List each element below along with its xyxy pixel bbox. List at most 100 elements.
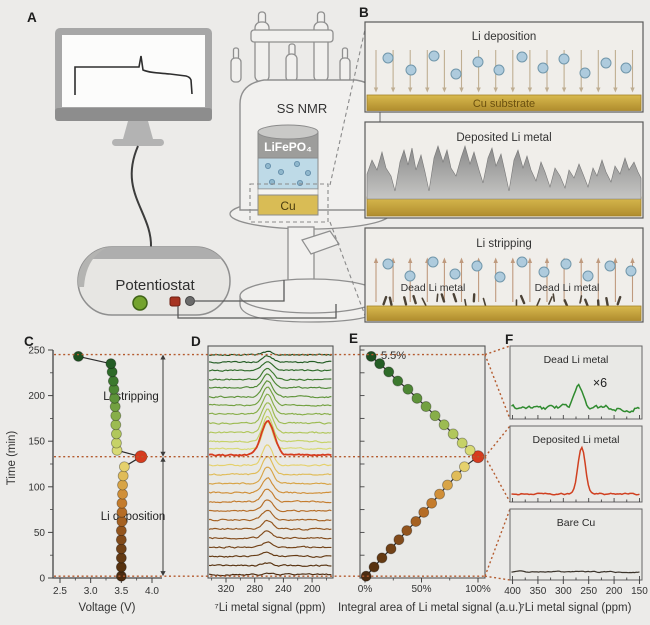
dead-li-fragment	[412, 294, 417, 305]
b-deposited-box: Deposited Li metal	[364, 121, 644, 219]
up-arrowhead-icon	[459, 257, 464, 263]
e-data-point	[451, 470, 462, 482]
connector-knob[interactable]	[185, 296, 195, 306]
nmr-probe: SS NMR LiFePO₄ Cu	[229, 11, 391, 323]
down-arrowhead-icon	[579, 87, 584, 93]
stripping-li-ions	[382, 256, 637, 283]
nmr-spectrum-line	[209, 419, 332, 457]
f-subpanel-title: Dead Li metal	[544, 354, 609, 366]
e-data-point	[410, 516, 422, 527]
power-button[interactable]	[132, 295, 148, 311]
c-data-point	[116, 497, 128, 509]
monitor-screen	[62, 35, 205, 107]
c-data-point	[109, 392, 120, 404]
panel-b-schematics: Li deposition Cu substrate Deposited Li …	[364, 21, 644, 323]
c-data-point	[107, 375, 119, 387]
e-data-point	[434, 488, 445, 500]
f-spectrum-line	[511, 570, 640, 574]
nmr-spectrum-line	[209, 408, 332, 434]
c-data-point	[72, 350, 84, 362]
nmr-pedestal	[287, 226, 315, 282]
monitor-stand	[123, 121, 153, 139]
e-data-point	[393, 534, 405, 546]
li-ion	[382, 52, 394, 64]
li-ion	[560, 258, 572, 270]
up-arrowhead-icon	[630, 257, 635, 263]
e-data-point	[464, 444, 476, 456]
e-data-point	[392, 375, 404, 387]
nmr-spectra-stack	[209, 350, 332, 577]
nmr-spectrum-line	[209, 355, 332, 364]
c-ytick-label: 250	[28, 346, 45, 357]
c-data-point	[115, 534, 127, 546]
dead-li-fragment	[403, 296, 408, 306]
e-tick-label: 100%	[465, 584, 491, 595]
dead-li-fragment	[436, 293, 439, 303]
li-ion	[538, 266, 550, 278]
deposition-title: Li deposition	[472, 31, 537, 43]
li-ion	[516, 256, 528, 268]
down-arrowhead-icon	[510, 87, 515, 93]
c-xaxis-label: Voltage (V)	[79, 602, 136, 614]
c-ytick-label: 150	[28, 437, 45, 448]
e-data-point	[429, 410, 441, 422]
panel-c-voltage-time: 0 50 100 150 200 250 2.5 3.0 3.5 4.0 Voltage (V) Ti…	[6, 346, 166, 614]
f-spectrum-line	[511, 383, 640, 414]
dead-li-fragment	[579, 295, 583, 304]
cell-cu-band	[257, 194, 319, 216]
e-data-point	[447, 428, 459, 440]
c-data-point	[111, 428, 122, 440]
dead-li-fragment	[421, 297, 427, 307]
wire-1	[194, 280, 285, 302]
nmr-spectrum-line	[209, 477, 332, 495]
li-ion	[558, 53, 570, 65]
red-port[interactable]	[169, 296, 181, 307]
dead-li-label-right: Dead Li metal	[535, 282, 600, 294]
c-xtick-label: 2.5	[53, 586, 67, 597]
e-data-point	[376, 552, 388, 564]
nmr-spectrum-line	[209, 444, 332, 467]
monitor-base	[112, 139, 164, 146]
e-data-point	[374, 358, 386, 370]
c-data-point	[110, 410, 122, 422]
nmr-spectrum-line	[209, 488, 332, 504]
c-data-point	[115, 561, 127, 573]
c-data-point	[110, 419, 122, 431]
dead-li-fragment	[552, 293, 556, 302]
wire-2	[177, 304, 337, 319]
c-data-point	[111, 437, 122, 449]
down-arrowhead-icon	[630, 87, 635, 93]
e-data-point	[456, 437, 468, 449]
nmr-spectrum-line	[209, 367, 332, 381]
dashed-guides	[54, 345, 511, 581]
li-ion	[516, 51, 528, 63]
down-arrowhead-icon	[373, 87, 379, 93]
c-data-point	[115, 543, 127, 555]
li-ion	[382, 258, 394, 270]
c-data-point	[115, 525, 127, 536]
li-ion	[620, 62, 632, 74]
down-arrowhead-icon	[390, 87, 396, 93]
e-data-point	[368, 561, 380, 573]
cu-substrate-bar	[366, 94, 642, 111]
nmr-spectrum-line	[209, 530, 332, 540]
dead-li-fragment	[616, 295, 622, 306]
li-ion	[428, 50, 440, 62]
li-ion	[537, 62, 549, 74]
nmr-top-tubes	[230, 11, 351, 83]
monitor	[55, 28, 212, 248]
nmr-spectrum-line	[209, 551, 332, 558]
down-arrowhead-icon	[493, 87, 498, 93]
nmr-spectrum-line	[209, 415, 332, 444]
li-ion	[582, 270, 594, 282]
up-arrowhead-icon	[596, 257, 601, 263]
li-ion	[472, 56, 484, 68]
nmr-spectrum-line	[209, 572, 332, 577]
span-arrowhead-icon	[160, 456, 166, 462]
e-data-point	[383, 366, 395, 378]
up-arrowhead-icon	[510, 257, 515, 263]
fan-line	[484, 456, 511, 503]
f-tick-label: 400	[504, 586, 521, 597]
deposited-substrate-bar	[366, 196, 642, 217]
